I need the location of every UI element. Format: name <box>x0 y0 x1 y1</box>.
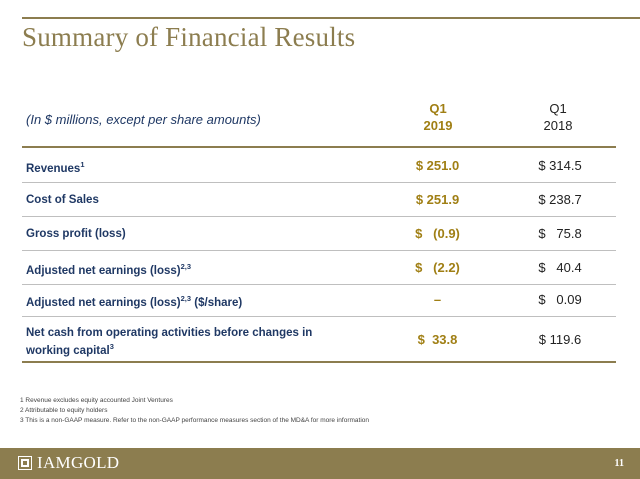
value-q1-2019: – <box>433 292 442 307</box>
row-divider <box>22 284 616 285</box>
top-divider <box>22 17 640 19</box>
footnotes: 1 Revenue excludes equity accounted Join… <box>20 396 369 426</box>
value-q1-2019: $ 33.8 <box>417 332 458 347</box>
row-divider <box>22 182 616 183</box>
footer-bar <box>0 448 640 479</box>
page-number: 11 <box>614 458 624 469</box>
value-q1-2018: $ 0.09 <box>538 292 582 307</box>
value-q1-2019: $ (2.2) <box>415 260 460 275</box>
page-title: Summary of Financial Results <box>22 22 356 52</box>
value-q1-2018: $ 40.4 <box>538 260 582 275</box>
table-bottom-divider <box>22 361 616 363</box>
row-label-line2: working capital3 <box>26 342 114 357</box>
column-header-year: 2018 <box>543 118 573 133</box>
value-q1-2018: $ 75.8 <box>538 226 582 241</box>
row-label-line1: Net cash from operating activities befor… <box>26 327 313 339</box>
column-header-period: Q1 <box>549 101 567 116</box>
footnote: 3 This is a non-GAAP measure. Refer to t… <box>20 417 369 424</box>
column-header-q1-2019: Q1 2019 <box>388 100 488 134</box>
row-label-adjusted-net-earnings-per-share: Adjusted net earnings (loss)2,3 ($/share… <box>26 294 243 309</box>
value-q1-2018: $ 238.7 <box>538 192 582 207</box>
footnote: 1 Revenue excludes equity accounted Join… <box>20 397 173 404</box>
row-divider <box>22 316 616 317</box>
row-label-cost-of-sales: Cost of Sales <box>26 194 99 206</box>
value-q1-2019: $ 251.9 <box>415 192 460 207</box>
footnote: 2 Attributable to equity holders <box>20 407 108 414</box>
value-q1-2019: $ 251.0 <box>415 158 460 173</box>
company-logo: IAMGOLD <box>18 453 119 473</box>
column-header-year: 2019 <box>423 118 453 133</box>
column-header-period: Q1 <box>429 101 447 116</box>
column-header-q1-2018: Q1 2018 <box>508 100 608 134</box>
row-label-adjusted-net-earnings: Adjusted net earnings (loss)2,3 <box>26 262 192 277</box>
logo-text: IAMGOLD <box>37 453 120 472</box>
units-description: (In $ millions, except per share amounts… <box>26 112 261 127</box>
row-label-net-cash-operating: Net cash from operating activities befor… <box>26 326 312 358</box>
value-q1-2018: $ 119.6 <box>538 332 582 347</box>
value-q1-2019: $ (0.9) <box>415 226 460 241</box>
row-divider <box>22 250 616 251</box>
row-label-revenues: Revenues1 <box>26 160 85 175</box>
logo-mark-icon <box>18 456 32 470</box>
value-q1-2018: $ 314.5 <box>538 158 582 173</box>
row-divider <box>22 216 616 217</box>
table-header-divider <box>22 146 616 148</box>
row-label-gross-profit: Gross profit (loss) <box>26 228 126 240</box>
